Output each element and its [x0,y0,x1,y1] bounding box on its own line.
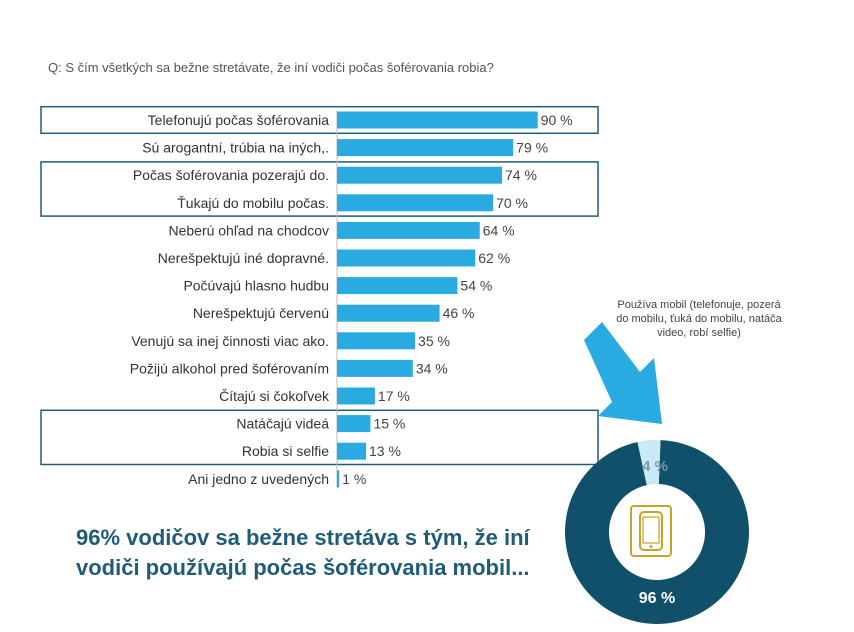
value-label: 54 % [460,278,492,294]
headline: 96% vodičov sa bežne stretáva s tým, že … [76,525,530,580]
bar [337,332,416,350]
smartphone-icon [630,505,672,557]
value-label: 90 % [541,112,573,128]
value-label: 79 % [516,140,548,156]
donut-value-label: 4 % [642,458,668,475]
value-labels: 90 % 79 % 74 % 70 % 64 % 62 % 54 % 46 % 35 % 34 %… [342,112,572,487]
donut-note: Používa mobil (telefonuje, pozerá do mob… [616,299,782,339]
bar [337,277,458,295]
highlight-box [40,409,599,466]
category-labels: Telefonujú počas šoférovania Sú arogantní… [130,112,330,487]
value-label: 74 % [505,167,537,183]
arrow-down-right-icon [584,322,662,424]
category-label: Nerešpektujú iné dopravné. [158,250,329,266]
value-label: 62 % [478,250,510,266]
bars [337,111,538,488]
value-label: 17 % [378,388,410,404]
donut-slice [565,440,749,625]
highlight-boxes [40,105,599,466]
category-label: Robia si selfie [242,443,329,459]
highlight-box [40,161,599,217]
arrow-shape [584,322,662,424]
bar [337,194,494,212]
value-label: 35 % [418,333,450,349]
donut-slice [637,440,661,486]
category-label: Ťukajú do mobilu počas. [177,195,329,211]
category-label: Požijú alkohol pred šoférovaním [130,360,329,376]
bar [337,387,375,405]
value-label: 64 % [483,222,515,238]
category-label: Neberú ohľad na chodcov [168,222,329,238]
bar [337,442,366,460]
value-label: 13 % [369,443,401,459]
icon-phone-body [639,511,663,551]
donut-value-label: 96 % [639,590,675,607]
category-label: Počúvajú hlasno hudbu [183,278,329,294]
category-label: Čítajú si čokoľvek [219,388,330,404]
category-label: Ani jedno z uvedených [188,471,329,487]
value-label: 70 % [496,195,528,211]
bar [337,304,440,322]
bar [337,166,503,184]
category-label: Telefonujú počas šoférovania [148,112,330,128]
bar [337,111,538,129]
bar [337,221,480,239]
value-label: 46 % [443,305,475,321]
icon-phone-button [649,545,653,548]
highlight-box [40,105,599,135]
bar [337,359,413,377]
bar [337,249,476,267]
category-label: Venujú sa inej činnosti viac ako. [131,333,329,349]
value-label: 1 % [342,471,366,487]
bar [337,139,514,157]
bar [337,470,340,488]
category-label: Sú arogantní, trúbia na iných,. [142,140,329,156]
donut-chart: 96 % 4 % [565,440,749,625]
bar [337,415,371,433]
category-label: Natáčajú videá [236,416,329,432]
icon-frame [630,505,672,557]
value-label: 34 % [416,360,448,376]
icon-phone-screen [642,516,660,544]
category-label: Počas šoférovania pozerajú do. [133,167,329,183]
category-label: Nerešpektujú červenú [193,305,329,321]
question-text: Q: S čím všetkých sa bežne stretávate, ž… [48,60,494,75]
value-label: 15 % [373,416,405,432]
